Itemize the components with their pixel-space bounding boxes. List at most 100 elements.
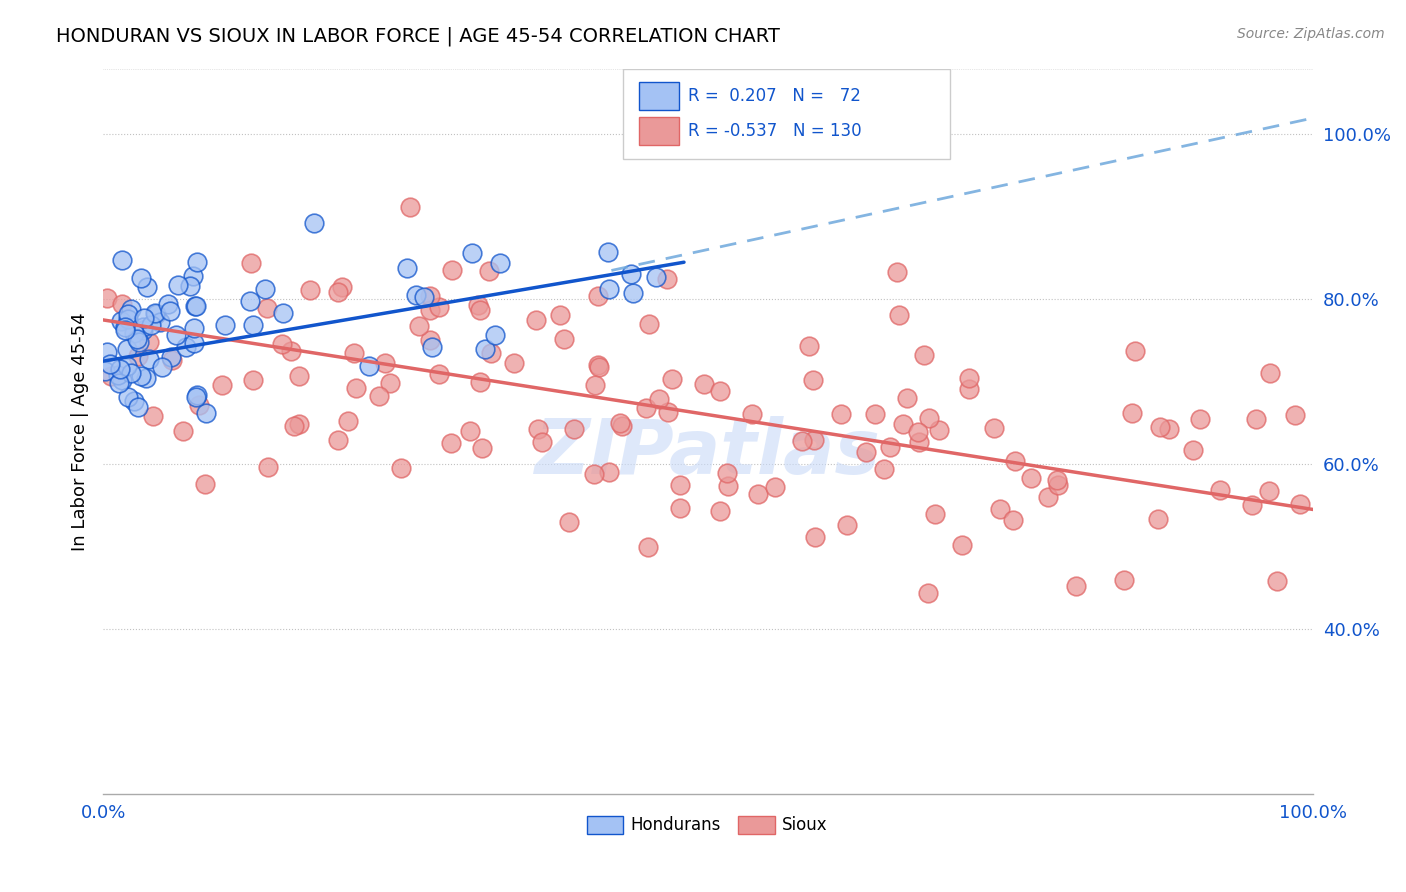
Text: Sioux: Sioux [782, 816, 828, 834]
Point [709, 384, 731, 398]
Point [166, 277, 188, 292]
Point [458, 424, 481, 438]
Point [326, 433, 349, 447]
Point [131, 368, 153, 383]
Point [280, 343, 302, 358]
Point [115, 342, 138, 356]
Point [302, 216, 325, 230]
Point [1189, 412, 1212, 426]
Point [957, 382, 980, 396]
Point [1004, 454, 1026, 468]
Point [344, 381, 367, 395]
Point [194, 477, 217, 491]
Point [583, 377, 606, 392]
Text: Source: ZipAtlas.com: Source: ZipAtlas.com [1237, 27, 1385, 41]
Point [524, 312, 547, 326]
Point [135, 370, 157, 384]
Point [120, 302, 142, 317]
Point [131, 271, 153, 285]
Point [114, 323, 136, 337]
Point [343, 345, 366, 359]
Point [145, 307, 167, 321]
Point [644, 269, 666, 284]
Point [1244, 412, 1267, 426]
Point [138, 334, 160, 349]
Point [440, 435, 463, 450]
Point [111, 297, 134, 311]
Point [717, 479, 740, 493]
Point [1002, 513, 1025, 527]
Point [440, 263, 463, 277]
Point [1208, 483, 1230, 497]
Point [879, 440, 901, 454]
Point [709, 504, 731, 518]
Point [598, 465, 620, 479]
Point [214, 318, 236, 333]
Point [503, 356, 526, 370]
Point [474, 342, 496, 356]
Point [1038, 490, 1060, 504]
Point [239, 255, 262, 269]
Point [330, 280, 353, 294]
Point [634, 401, 657, 415]
Point [139, 318, 162, 333]
Point [620, 267, 643, 281]
Point [716, 467, 738, 481]
Point [117, 307, 139, 321]
Point [174, 340, 197, 354]
Point [917, 586, 939, 600]
Point [195, 406, 218, 420]
Point [1021, 471, 1043, 485]
Point [527, 422, 550, 436]
Point [100, 368, 122, 383]
Point [183, 336, 205, 351]
Point [1181, 443, 1204, 458]
Point [835, 518, 858, 533]
Point [598, 282, 620, 296]
Point [412, 290, 434, 304]
Point [988, 501, 1011, 516]
Text: HONDURAN VS SIOUX IN LABOR FORCE | AGE 45-54 CORRELATION CHART: HONDURAN VS SIOUX IN LABOR FORCE | AGE 4… [56, 27, 780, 46]
Point [582, 467, 605, 482]
Point [188, 398, 211, 412]
Point [912, 348, 935, 362]
Text: Hondurans: Hondurans [631, 816, 721, 834]
Point [1149, 419, 1171, 434]
Point [419, 289, 441, 303]
Text: R = -0.537   N = 130: R = -0.537 N = 130 [688, 122, 862, 140]
Point [172, 424, 194, 438]
Point [467, 298, 489, 312]
Point [117, 391, 139, 405]
FancyBboxPatch shape [640, 82, 679, 110]
Point [562, 422, 585, 436]
Point [122, 393, 145, 408]
Point [336, 414, 359, 428]
Point [1289, 497, 1312, 511]
Point [1121, 406, 1143, 420]
Point [588, 360, 610, 375]
Point [1114, 573, 1136, 587]
Point [183, 268, 205, 283]
Point [378, 376, 401, 390]
Point [801, 372, 824, 386]
Point [484, 327, 506, 342]
Point [1240, 498, 1263, 512]
Point [138, 351, 160, 366]
Point [117, 312, 139, 326]
Point [548, 308, 571, 322]
Point [612, 418, 634, 433]
Point [127, 349, 149, 363]
Point [471, 442, 494, 456]
Point [132, 320, 155, 334]
Point [478, 264, 501, 278]
Point [111, 253, 134, 268]
Point [669, 478, 692, 492]
Point [108, 376, 131, 390]
FancyBboxPatch shape [738, 815, 775, 834]
Point [374, 356, 396, 370]
Point [419, 303, 441, 318]
Point [657, 405, 679, 419]
Point [468, 375, 491, 389]
Point [803, 530, 825, 544]
Point [183, 299, 205, 313]
